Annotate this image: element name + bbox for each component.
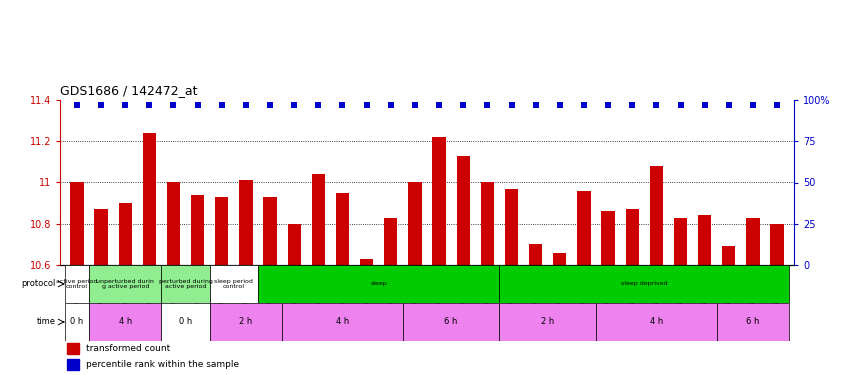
Bar bbox=[70, 183, 84, 265]
Point bbox=[191, 102, 205, 108]
Bar bbox=[258, 265, 499, 303]
Bar bbox=[239, 180, 253, 265]
Point bbox=[118, 102, 132, 108]
Point bbox=[529, 102, 542, 108]
Bar bbox=[771, 224, 783, 265]
Bar bbox=[403, 303, 499, 341]
Point bbox=[408, 102, 421, 108]
Bar bbox=[89, 303, 162, 341]
Point bbox=[311, 102, 325, 108]
Bar bbox=[432, 137, 446, 265]
Point bbox=[746, 102, 760, 108]
Point bbox=[143, 102, 157, 108]
Point bbox=[481, 102, 494, 108]
Text: sleep: sleep bbox=[371, 282, 387, 286]
Point bbox=[771, 102, 784, 108]
Bar bbox=[674, 217, 687, 265]
Text: sleep deprived: sleep deprived bbox=[621, 282, 667, 286]
Point bbox=[673, 102, 687, 108]
Bar bbox=[210, 303, 282, 341]
Bar bbox=[602, 211, 615, 265]
Text: 4 h: 4 h bbox=[650, 318, 663, 327]
Text: time: time bbox=[36, 318, 56, 327]
Bar bbox=[89, 265, 162, 303]
Point bbox=[215, 102, 228, 108]
Bar bbox=[384, 217, 398, 265]
Bar bbox=[360, 259, 373, 265]
Text: percentile rank within the sample: percentile rank within the sample bbox=[86, 360, 239, 369]
Bar bbox=[650, 166, 663, 265]
Text: 2 h: 2 h bbox=[541, 318, 554, 327]
Bar bbox=[553, 253, 567, 265]
Bar bbox=[698, 216, 711, 265]
Point bbox=[263, 102, 277, 108]
Bar bbox=[499, 265, 789, 303]
Bar bbox=[288, 224, 301, 265]
Text: 2 h: 2 h bbox=[239, 318, 253, 327]
Bar bbox=[65, 303, 89, 341]
Point bbox=[722, 102, 735, 108]
Bar bbox=[529, 244, 542, 265]
Point bbox=[239, 102, 253, 108]
Bar bbox=[499, 303, 596, 341]
Point bbox=[360, 102, 373, 108]
Point bbox=[167, 102, 180, 108]
Point bbox=[625, 102, 639, 108]
Text: 6 h: 6 h bbox=[746, 318, 760, 327]
Text: 6 h: 6 h bbox=[444, 318, 458, 327]
Bar bbox=[95, 209, 107, 265]
Bar bbox=[409, 183, 421, 265]
Text: active period
control: active period control bbox=[56, 279, 97, 290]
Point bbox=[602, 102, 615, 108]
Text: 0 h: 0 h bbox=[179, 318, 192, 327]
Point bbox=[505, 102, 519, 108]
Bar bbox=[481, 183, 494, 265]
Text: sleep period
control: sleep period control bbox=[214, 279, 253, 290]
Bar bbox=[143, 133, 156, 265]
Point bbox=[577, 102, 591, 108]
Text: protocol: protocol bbox=[21, 279, 56, 288]
Text: transformed count: transformed count bbox=[86, 344, 171, 353]
Point bbox=[432, 102, 446, 108]
Bar bbox=[118, 203, 132, 265]
Point bbox=[553, 102, 567, 108]
Bar bbox=[311, 174, 325, 265]
Bar bbox=[722, 246, 735, 265]
Point bbox=[94, 102, 107, 108]
Bar bbox=[210, 265, 258, 303]
Bar bbox=[68, 359, 79, 370]
Bar bbox=[282, 303, 403, 341]
Bar bbox=[457, 156, 470, 265]
Bar bbox=[191, 195, 204, 265]
Bar bbox=[596, 303, 717, 341]
Text: perturbed during
active period: perturbed during active period bbox=[158, 279, 212, 290]
Point bbox=[288, 102, 301, 108]
Point bbox=[698, 102, 711, 108]
Bar bbox=[162, 265, 210, 303]
Bar bbox=[717, 303, 789, 341]
Point bbox=[457, 102, 470, 108]
Text: 0 h: 0 h bbox=[70, 318, 84, 327]
Bar bbox=[336, 193, 349, 265]
Bar bbox=[162, 303, 210, 341]
Bar bbox=[746, 217, 760, 265]
Point bbox=[336, 102, 349, 108]
Bar bbox=[65, 265, 89, 303]
Bar bbox=[625, 209, 639, 265]
Point bbox=[384, 102, 398, 108]
Bar bbox=[505, 189, 518, 265]
Text: 4 h: 4 h bbox=[118, 318, 132, 327]
Point bbox=[70, 102, 84, 108]
Bar bbox=[263, 197, 277, 265]
Text: unperturbed durin
g active period: unperturbed durin g active period bbox=[96, 279, 154, 290]
Bar bbox=[68, 343, 79, 354]
Bar bbox=[577, 191, 591, 265]
Text: 4 h: 4 h bbox=[336, 318, 349, 327]
Text: GDS1686 / 142472_at: GDS1686 / 142472_at bbox=[60, 84, 197, 98]
Bar bbox=[215, 197, 228, 265]
Bar bbox=[167, 183, 180, 265]
Point bbox=[650, 102, 663, 108]
